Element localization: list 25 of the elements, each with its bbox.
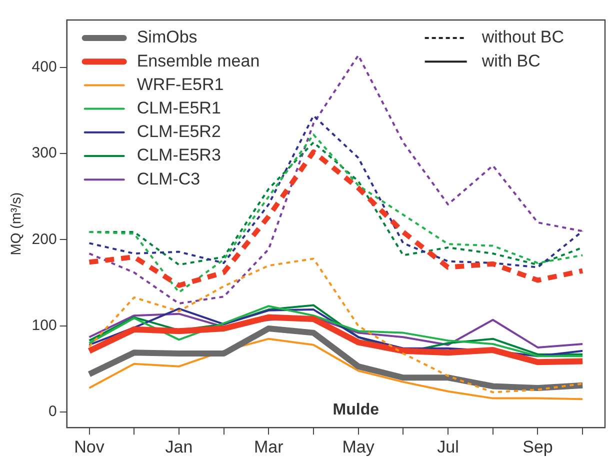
- legend-label: CLM-E5R2: [136, 122, 221, 142]
- legend-label: CLM-C3: [136, 169, 200, 188]
- annotation: Mulde: [332, 402, 380, 419]
- x-tick-label: Nov: [74, 437, 105, 456]
- annotation: without BC: [480, 28, 564, 47]
- y-axis-title: MQ (m³/s): [7, 192, 24, 256]
- x-tick-label: Jul: [437, 437, 459, 456]
- line-series: [88, 114, 584, 268]
- legend-label: SimObs: [136, 28, 198, 47]
- y-tick-label: 300: [32, 144, 57, 162]
- line-series: [88, 258, 584, 394]
- legend-label: WRF-E5R1: [136, 74, 224, 94]
- line-series: [88, 54, 584, 305]
- legend-label: CLM-E5R1: [136, 98, 221, 118]
- x-tick-label: Jan: [165, 437, 193, 456]
- y-tick-label: 0: [48, 403, 57, 420]
- legend-label: CLM-E5R3: [136, 146, 221, 165]
- y-tick-label: 100: [32, 317, 57, 334]
- legend-label: Ensemble mean: [136, 51, 260, 70]
- annotation: with BC: [480, 51, 540, 70]
- x-tick-label: Sep: [522, 437, 553, 456]
- x-tick-label: May: [342, 437, 375, 456]
- y-tick-label: 400: [32, 58, 57, 76]
- x-tick-label: Mar: [254, 437, 284, 456]
- y-tick-label: 200: [32, 230, 57, 248]
